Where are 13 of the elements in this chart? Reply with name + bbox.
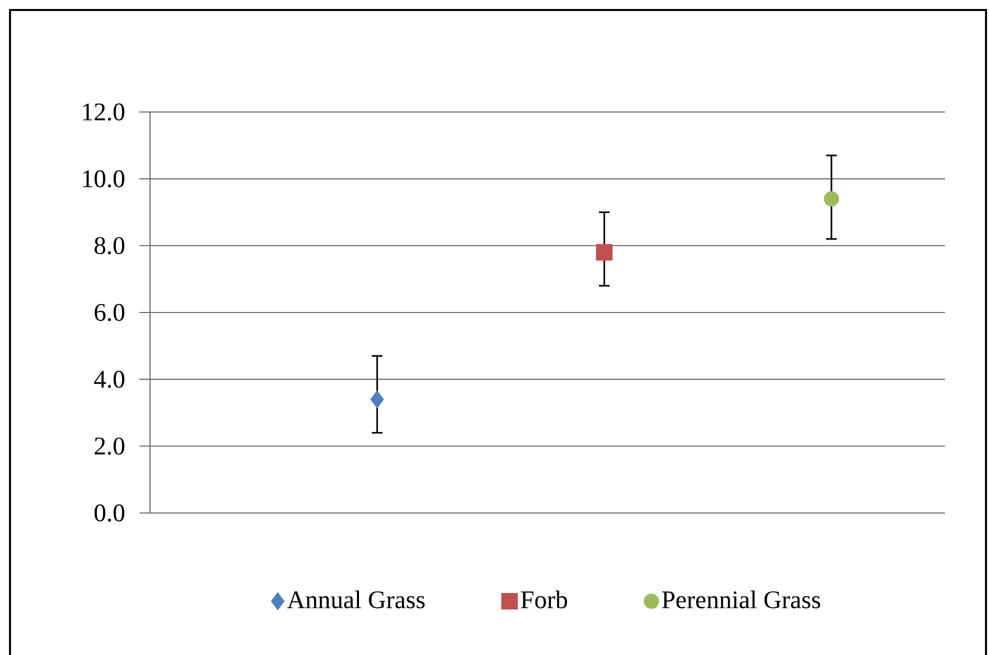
- legend-label: Perennial Grass: [662, 590, 820, 608]
- point: [596, 244, 613, 261]
- y-tick-label: 4.0: [94, 370, 124, 388]
- legend-label: Annual Grass: [287, 590, 425, 608]
- y-tick-label: 6.0: [94, 304, 124, 322]
- legend-label: Forb: [520, 590, 568, 608]
- point: [370, 390, 384, 408]
- point: [824, 191, 840, 206]
- y-tick-label: 10.0: [83, 170, 124, 188]
- y-tick-label: 0.0: [94, 504, 124, 522]
- y-tick-label: 12.0: [83, 103, 124, 121]
- y-tick-label: 2.0: [94, 438, 124, 455]
- y-tick-label: 8.0: [94, 237, 124, 254]
